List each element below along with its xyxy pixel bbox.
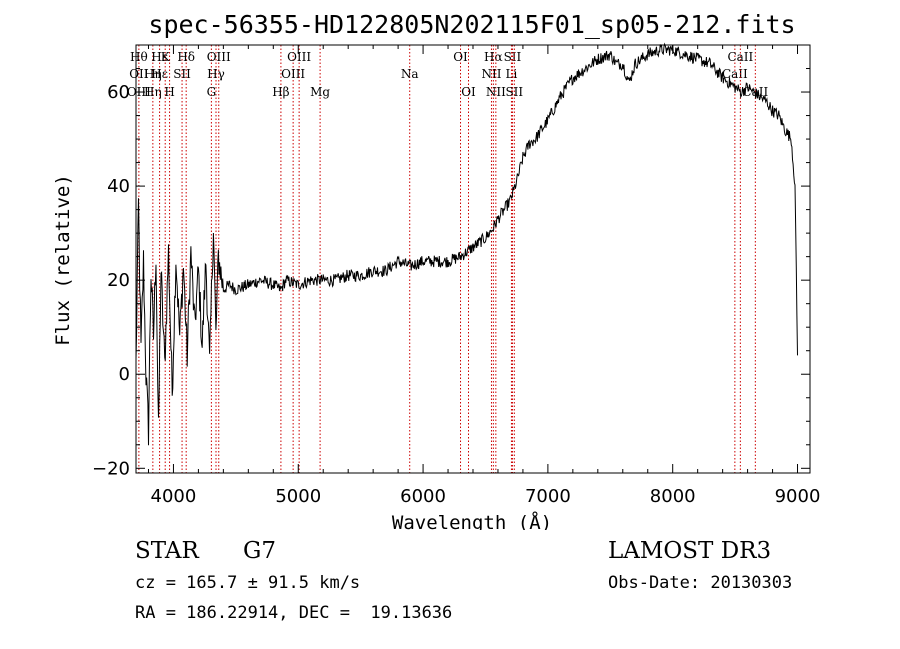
line-marker-label: OIII: [287, 50, 311, 64]
axis-ticks: 4000 5000 6000 7000 8000 9000 −20 0 20 40 60: [92, 44, 821, 507]
y-axis-label: Flux (relative): [52, 174, 74, 346]
x-tick-label: 4000: [151, 486, 197, 507]
line-markers: HθOIIOIIIHηHηHεHεKHSIIHδGHγOIIIHβOIIIOII…: [127, 45, 768, 473]
line-marker-label: Hε: [151, 67, 168, 81]
line-marker-label: G: [207, 85, 217, 99]
x-tick-label: 7000: [525, 486, 571, 507]
line-marker-label: OIII: [281, 67, 305, 81]
line-marker-label: Hθ: [130, 50, 148, 64]
spectrum-chart: spec-56355-HD122805N202115F01_sp05-212.f…: [52, 10, 821, 534]
object-subclass: G7: [243, 538, 277, 564]
line-marker-label: Mg: [310, 85, 330, 99]
line-marker-label: H: [164, 85, 174, 99]
y-tick-label: −20: [92, 458, 130, 479]
x-tick-label: 5000: [275, 486, 321, 507]
x-axis-label: Wavelength (Å): [392, 511, 552, 530]
x-tick-label: 8000: [650, 486, 696, 507]
survey-name: LAMOST DR3: [608, 538, 772, 564]
chart-title: spec-56355-HD122805N202115F01_sp05-212.f…: [148, 10, 795, 39]
line-marker-label: Hη: [144, 85, 162, 99]
line-marker-label: K: [161, 50, 171, 64]
y-tick-label: 40: [107, 176, 130, 197]
line-marker-label: Na: [401, 67, 419, 81]
line-marker-label: Hβ: [272, 85, 289, 99]
y-tick-label: 20: [107, 270, 130, 291]
y-tick-label: 60: [107, 82, 130, 103]
coordinates: RA = 186.22914, DEC = 19.13636: [135, 603, 453, 623]
line-marker-label: OI: [461, 85, 476, 99]
line-marker-label: NII: [486, 85, 506, 99]
plot-frame: [135, 44, 811, 474]
series-line-0: [135, 42, 798, 446]
line-marker-label: CaII: [727, 50, 753, 64]
line-marker-label: SII: [173, 67, 191, 81]
line-marker-label: Hδ: [177, 50, 195, 64]
series-layer: [135, 42, 798, 446]
line-marker-label: OII: [129, 67, 149, 81]
line-marker-label: Hη: [144, 67, 162, 81]
line-marker-label: Hγ: [207, 67, 225, 81]
y-tick-label: 0: [119, 364, 130, 385]
line-marker-label: Hα: [484, 50, 503, 64]
line-marker-label: SII: [504, 50, 522, 64]
line-marker-label: OI: [453, 50, 468, 64]
object-type: STAR: [135, 538, 199, 564]
observation-date: Obs-Date: 20130303: [608, 573, 793, 593]
line-marker-label: Li: [506, 67, 518, 81]
redshift-cz: cz = 165.7 ± 91.5 km/s: [135, 573, 361, 593]
x-tick-label: 9000: [775, 486, 821, 507]
line-marker-label: CaII: [722, 67, 748, 81]
line-marker-label: SII: [505, 85, 523, 99]
line-marker-label: Hε: [151, 50, 168, 64]
line-marker-label: NII: [481, 67, 501, 81]
line-marker-label: OIII: [207, 50, 231, 64]
x-tick-label: 6000: [400, 486, 446, 507]
